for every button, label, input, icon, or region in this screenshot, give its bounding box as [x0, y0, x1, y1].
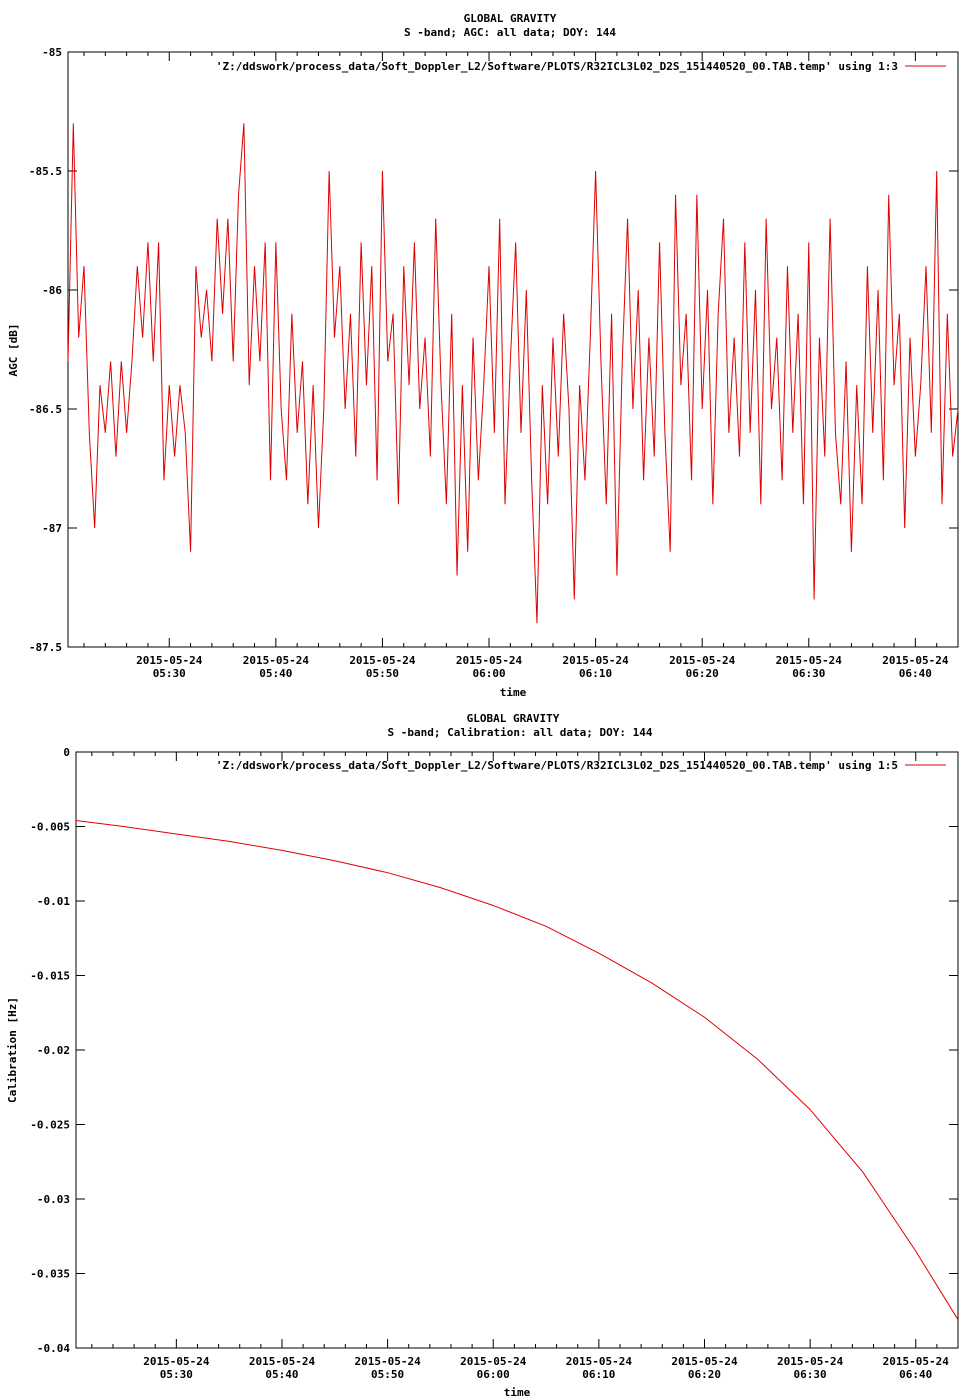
agc-x-tick-time: 06:10: [579, 667, 612, 680]
calibration-y-tick-label: -0.02: [37, 1044, 70, 1057]
agc-x-tick-time: 05:40: [259, 667, 292, 680]
agc-legend-label: 'Z:/ddswork/process_data/Soft_Doppler_L2…: [216, 60, 898, 73]
calibration-y-tick-label: -0.035: [30, 1268, 70, 1281]
calibration-x-tick-date: 2015-05-24: [460, 1355, 527, 1368]
agc-legend: 'Z:/ddswork/process_data/Soft_Doppler_L2…: [216, 60, 946, 73]
calibration-y-tick-label: 0: [63, 746, 70, 759]
calibration-chart-subtitle: S -band; Calibration: all data; DOY: 144: [388, 726, 653, 739]
calibration-x-tick-date: 2015-05-24: [566, 1355, 633, 1368]
agc-x-axis-label: time: [500, 686, 527, 699]
calibration-y-tick-label: -0.025: [30, 1119, 70, 1132]
agc-x-tick-time: 05:30: [153, 667, 186, 680]
agc-y-axis: -85 -85.5 -86 -86.5 -87 -87.5: [29, 46, 958, 654]
calibration-x-tick-time: 05:40: [265, 1368, 298, 1381]
calibration-chart-title: GLOBAL GRAVITY: [467, 712, 560, 725]
agc-x-tick-date: 2015-05-24: [669, 654, 736, 667]
agc-y-axis-label: AGC [dB]: [7, 324, 20, 377]
calibration-x-tick-time: 06:20: [688, 1368, 721, 1381]
calibration-x-tick-date: 2015-05-24: [671, 1355, 738, 1368]
agc-y-tick-label: -85: [42, 46, 62, 59]
agc-x-tick-time: 06:40: [899, 667, 932, 680]
agc-minor-ticks: [83, 52, 959, 647]
agc-chart: GLOBAL GRAVITY S -band; AGC: all data; D…: [7, 12, 959, 699]
calibration-y-axis: 0 -0.005 -0.01 -0.015 -0.02 -0.025 -0.03 -0.035…: [30, 746, 958, 1355]
agc-x-axis: 2015-05-2405:302015-05-2405:402015-05-24…: [136, 52, 949, 680]
calibration-y-tick-label: -0.03: [37, 1193, 70, 1206]
calibration-plot-frame: [75, 751, 959, 1349]
calibration-y-tick-label: -0.015: [30, 970, 70, 983]
calibration-x-tick-time: 06:00: [477, 1368, 510, 1381]
agc-x-tick-date: 2015-05-24: [136, 654, 203, 667]
agc-y-tick-label: -87: [42, 522, 62, 535]
calibration-x-tick-date: 2015-05-24: [354, 1355, 421, 1368]
agc-chart-subtitle: S -band; AGC: all data; DOY: 144: [404, 26, 616, 39]
calibration-x-tick-time: 06:30: [794, 1368, 827, 1381]
calibration-legend: 'Z:/ddswork/process_data/Soft_Doppler_L2…: [216, 759, 946, 772]
agc-x-tick-date: 2015-05-24: [243, 654, 310, 667]
calibration-legend-label: 'Z:/ddswork/process_data/Soft_Doppler_L2…: [216, 759, 898, 772]
agc-series: [67, 123, 959, 624]
calibration-x-axis: 2015-05-2405:302015-05-2405:402015-05-24…: [143, 752, 949, 1381]
calibration-x-tick-time: 06:40: [899, 1368, 932, 1381]
agc-y-tick-label: -86.5: [29, 403, 62, 416]
agc-series-line: [67, 123, 959, 624]
agc-x-tick-date: 2015-05-24: [456, 654, 523, 667]
calibration-chart: GLOBAL GRAVITY S -band; Calibration: all…: [6, 712, 959, 1399]
calibration-y-tick-label: -0.04: [37, 1342, 70, 1355]
agc-x-tick-date: 2015-05-24: [562, 654, 629, 667]
calibration-x-tick-date: 2015-05-24: [143, 1355, 210, 1368]
calibration-x-tick-time: 06:10: [582, 1368, 615, 1381]
agc-y-tick-label: -87.5: [29, 641, 62, 654]
agc-x-tick-time: 06:30: [792, 667, 825, 680]
calibration-minor-ticks: [91, 752, 959, 1348]
calibration-y-axis-label: Calibration [Hz]: [6, 997, 19, 1103]
agc-plot-frame: [67, 51, 959, 648]
agc-x-tick-date: 2015-05-24: [882, 654, 949, 667]
agc-x-tick-date: 2015-05-24: [349, 654, 416, 667]
calibration-series-line: [75, 820, 959, 1320]
agc-x-tick-date: 2015-05-24: [776, 654, 843, 667]
agc-x-tick-time: 06:20: [686, 667, 719, 680]
calibration-x-tick-time: 05:30: [160, 1368, 193, 1381]
calibration-x-tick-time: 05:50: [371, 1368, 404, 1381]
agc-y-tick-label: -86: [42, 284, 62, 297]
calibration-x-tick-date: 2015-05-24: [777, 1355, 844, 1368]
calibration-x-tick-date: 2015-05-24: [249, 1355, 316, 1368]
agc-y-tick-label: -85.5: [29, 165, 62, 178]
agc-x-tick-time: 06:00: [472, 667, 505, 680]
calibration-y-tick-label: -0.01: [37, 895, 70, 908]
calibration-series: [75, 820, 959, 1320]
calibration-x-tick-date: 2015-05-24: [883, 1355, 950, 1368]
agc-x-tick-time: 05:50: [366, 667, 399, 680]
calibration-y-tick-label: -0.005: [30, 821, 70, 834]
agc-chart-title: GLOBAL GRAVITY: [464, 12, 557, 25]
calibration-x-axis-label: time: [504, 1386, 531, 1399]
